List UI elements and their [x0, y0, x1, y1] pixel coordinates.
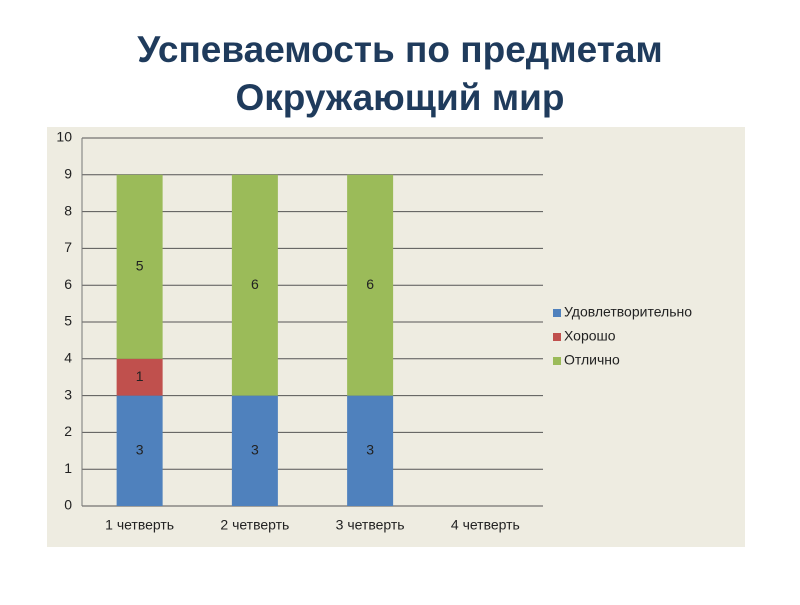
data-label: 6 — [366, 276, 374, 292]
y-tick-label: 3 — [64, 386, 72, 402]
y-tick-label: 6 — [64, 276, 72, 292]
bar-segment — [116, 174, 163, 359]
legend-label: Удовлетворительно — [564, 304, 692, 320]
bar-segment — [116, 395, 163, 506]
bar-segment — [231, 174, 278, 396]
x-tick-label: 2 четверть — [220, 517, 289, 533]
chart-title: Успеваемость по предметам — [137, 29, 663, 70]
y-tick-label: 2 — [64, 423, 72, 439]
data-label: 6 — [251, 276, 259, 292]
bar-segment — [116, 358, 163, 396]
y-tick-label: 1 — [64, 460, 72, 476]
x-tick-label: 4 четверть — [451, 517, 520, 533]
chart-background — [47, 127, 745, 547]
legend-label: Хорошо — [564, 328, 616, 344]
bar-segment — [231, 395, 278, 506]
bar-segment — [347, 395, 394, 506]
y-tick-label: 10 — [56, 129, 72, 145]
y-tick-label: 5 — [64, 313, 72, 329]
x-tick-label: 1 четверть — [105, 517, 174, 533]
data-label: 3 — [366, 442, 374, 458]
y-tick-label: 0 — [64, 497, 72, 513]
legend-swatch — [553, 357, 561, 365]
legend-swatch — [553, 309, 561, 317]
data-label: 5 — [136, 258, 144, 274]
data-label: 3 — [136, 442, 144, 458]
legend-label: Отлично — [564, 352, 620, 368]
chart-title: Окружающий мир — [235, 77, 564, 118]
data-label: 1 — [136, 368, 144, 384]
y-tick-label: 7 — [64, 239, 72, 255]
bar-segment — [347, 174, 394, 396]
y-tick-label: 4 — [64, 350, 72, 366]
x-tick-label: 3 четверть — [336, 517, 405, 533]
y-tick-label: 9 — [64, 166, 72, 182]
y-tick-label: 8 — [64, 202, 72, 218]
legend-swatch — [553, 333, 561, 341]
data-label: 3 — [251, 442, 259, 458]
